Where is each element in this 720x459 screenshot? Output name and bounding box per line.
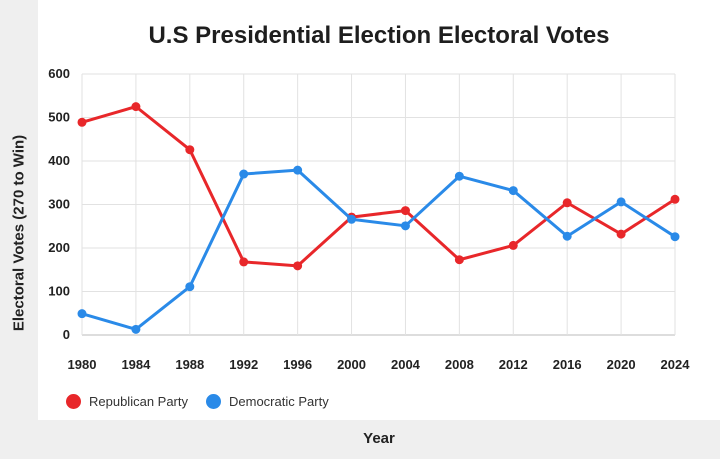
data-point-republican — [400, 206, 410, 216]
data-point-republican — [454, 255, 464, 265]
data-point-republican — [293, 261, 303, 271]
legend: Republican Party Democratic Party — [66, 394, 347, 409]
y-tick-label: 200 — [48, 240, 70, 255]
series-line-democratic — [81, 168, 676, 331]
x-tick-label: 2000 — [337, 357, 366, 372]
data-point-democratic — [454, 171, 464, 181]
data-point-democratic — [239, 169, 249, 179]
data-point-democratic — [670, 232, 680, 242]
y-tick-label: 0 — [63, 327, 70, 342]
data-point-democratic — [131, 324, 141, 334]
data-point-republican — [239, 257, 249, 267]
data-point-republican — [508, 240, 518, 250]
data-point-republican — [131, 102, 141, 112]
x-tick-label: 2004 — [391, 357, 421, 372]
data-point-democratic — [293, 165, 303, 175]
data-point-democratic — [616, 197, 626, 207]
line-chart: 0 100 200 300 400 500 600 1980 1984 1988 1992 1996 2… — [48, 66, 691, 372]
y-axis-label: Electoral Votes (270 to Win) — [10, 134, 28, 332]
x-tick-label: 2020 — [607, 357, 636, 372]
y-axis-label-panel: Electoral Votes (270 to Win) — [0, 0, 38, 459]
y-tick-label: 100 — [48, 284, 70, 299]
chart-title: U.S Presidential Election Electoral Vote… — [148, 22, 610, 49]
x-axis-label: Year — [363, 430, 395, 447]
legend-dot-republican — [66, 394, 81, 409]
data-point-democratic — [77, 309, 87, 319]
x-tick-label: 1992 — [229, 357, 258, 372]
x-tick-label: 1980 — [68, 357, 97, 372]
y-tick-label: 600 — [48, 66, 70, 81]
y-tick-label: 300 — [48, 197, 70, 212]
x-axis-label-panel: Year — [38, 420, 720, 459]
y-tick-label: 500 — [48, 110, 70, 125]
data-point-democratic — [185, 282, 195, 292]
data-point-democratic — [400, 221, 410, 231]
legend-item-republican: Republican Party — [66, 394, 188, 409]
data-point-republican — [670, 194, 680, 204]
data-point-democratic — [562, 231, 572, 241]
data-point-democratic — [508, 186, 518, 196]
x-tick-label: 2016 — [553, 357, 582, 372]
x-tick-label: 2024 — [661, 357, 691, 372]
data-point-republican — [77, 117, 87, 127]
legend-item-democratic: Democratic Party — [206, 394, 329, 409]
x-tick-label: 1996 — [283, 357, 312, 372]
x-tick-label: 2012 — [499, 357, 528, 372]
y-tick-label: 400 — [48, 153, 70, 168]
data-point-republican — [616, 229, 626, 239]
x-tick-label: 2008 — [445, 357, 474, 372]
series-line-republican — [81, 105, 676, 268]
data-point-democratic — [347, 214, 357, 224]
x-tick-label: 1988 — [175, 357, 204, 372]
legend-label-republican: Republican Party — [89, 394, 188, 409]
data-point-republican — [562, 198, 572, 208]
legend-dot-democratic — [206, 394, 221, 409]
data-point-republican — [185, 145, 195, 155]
legend-label-democratic: Democratic Party — [229, 394, 329, 409]
x-tick-label: 1984 — [121, 357, 151, 372]
